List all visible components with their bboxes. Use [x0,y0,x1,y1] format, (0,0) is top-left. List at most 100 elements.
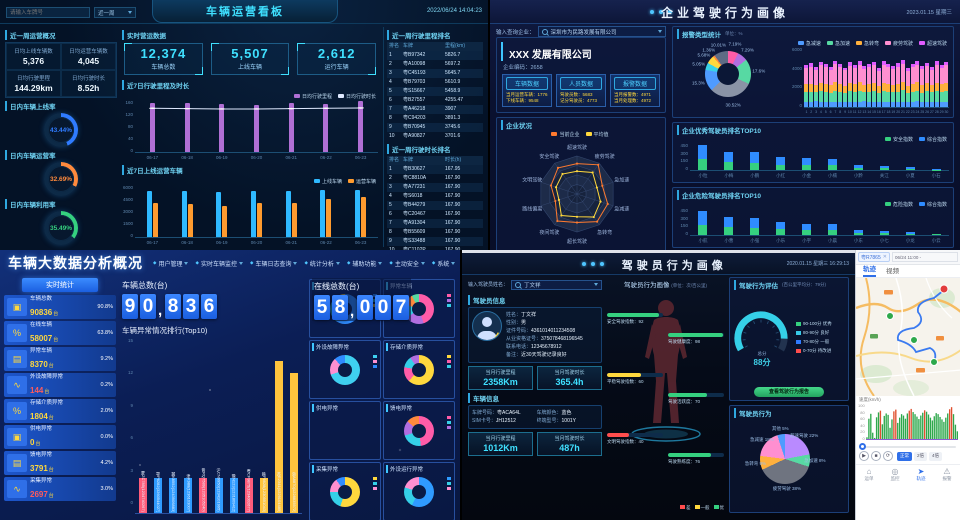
mileage-bar-chart: 日均行驶里程 日均行驶时长 160 120 80 40 0 06-17 06-18 06-19 06… [122,92,379,162]
nav-item[interactable]: ◆ 统计分析 [304,259,340,268]
bar-group: 小七 [871,208,898,245]
digit-tile: 9 [122,294,138,319]
search-icon [541,28,548,35]
chart-legend: 急减速 急加速 急转弯 疲劳驾驶 超速驾驶 [791,39,949,47]
speed-button-2倍[interactable]: 2倍 [914,451,928,461]
tab-视频[interactable]: 视频 [886,268,899,275]
track-video-tabs: 轨迹 视频 [856,265,960,278]
p5-header: 粤R7865 ✕ 06/24 11:00 - [856,250,960,265]
refresh-button[interactable]: ⟳ [883,451,893,461]
nav-item[interactable]: ◆ 辅助功能 [347,259,383,268]
top-good-drivers-panel: 企业优秀驾驶员排名TOP10 安全指数 综合指数 450 300 150 0 小粒 小梅 小鹏小… [672,122,954,183]
tab-轨迹[interactable]: 轨迹 [863,263,876,277]
pulse-icon: ∿ [7,376,27,394]
play-button[interactable]: ▶ [859,451,869,461]
donut-panel: 外设运行异常 [383,462,455,520]
info-field: 车牌号码： 粤ACA64L [472,410,521,416]
stat-box: 当月行驶里程 2358Km [468,366,533,390]
date-range-select[interactable]: 近一周 [94,7,136,18]
chevron-down-icon [335,261,340,265]
kpi-card: 2,612 运行车辆 [297,43,377,75]
company-data-tab[interactable]: 人员数据 驾驶员数：5683 记分驾驶员：4773 [556,74,606,107]
datetime: 2020.01.15 星期三 16:29:13 [786,261,849,267]
digit-tile: 0 [357,295,373,320]
digit-tile: 8 [165,294,181,319]
playback-slider[interactable] [856,443,960,450]
info-field: 证件号码： 4361014011234508 [506,328,576,334]
bar-group: 7 [832,47,838,117]
close-icon[interactable]: ✕ [882,254,887,260]
stop-button[interactable]: ■ [871,451,881,461]
week-stat: 日均运营车辆数 4,045 [61,43,116,70]
company-name: XXX 发展有限公司 [501,42,665,61]
donut-chart [705,51,751,97]
panel-enterprise-driving-portrait: 企业驾驶行为画像 2023.01.15 星期三 输入查询企业： 深圳市为民路发展… [490,0,960,250]
company-search-select[interactable]: 深圳市为民路发展有限公司 [537,26,666,37]
bus-icon: ▣ [7,428,27,446]
slice-label: 急减速 18% [749,436,774,442]
bar-group: 粤CF9875(1234002677) [244,468,253,513]
nav-item[interactable]: ◆ 主动安全 [389,259,425,268]
donut-panel: 供电异常 [309,401,381,460]
bar-group: 小黔 [845,143,872,180]
view-report-button[interactable]: 查看驾驶行为报告 [754,386,824,397]
portrait-metric: 平稳驾驶指数：60 [607,373,663,385]
slice-label: 疲劳驾驶 38% [772,485,802,491]
nav-item[interactable]: ◆ 实时车辆监控 [195,259,243,268]
info-field: 备注： 近30天驾驶记录良好 [506,352,567,358]
donut-chart [404,355,434,385]
stat-box: 当月行驶里程 1012Km [468,432,533,456]
svg-text:路线偏离: 路线偏离 [522,206,542,213]
table-row: 7 粤A46218 3907 [387,105,483,114]
slider-handle[interactable] [859,443,866,450]
table-row: 3 粤C45193 5645.7 [387,69,483,78]
bar-group: 30 [944,47,949,117]
nav-item[interactable]: ◆ 系统 [432,259,456,268]
speed-button-正常[interactable]: 正常 [897,451,912,461]
evaluation-title: 驾驶行为评估 [734,280,778,290]
top-nav: ◆用户管理◆实时车辆监控◆车辆日志查询◆统计分析◆辅助功能◆主动安全◆系统◆版本… [153,259,460,268]
bottomnav-route[interactable]: ➤ 轨迹 [912,467,930,482]
portrait-metric: 驾驶熟练度：76 [668,453,724,465]
date-range-field[interactable]: 06/24 11:00 - [891,252,958,262]
p2-header: 企业驾驶行为画像 2023.01.15 星期三 [490,0,960,24]
map[interactable] [856,277,960,397]
realtime-stats-button[interactable]: 实时统计 [22,278,98,292]
table-row: 8 粤B55609 167.90 [389,229,461,235]
bar-group: 06-20 [239,185,274,247]
p4-left-column: 输入驾驶员姓名： 丁文祥 驾驶员信息 姓名： 丁文祥 性别：男证件号码： 436101… [468,277,602,513]
driver-search-select[interactable]: 丁文祥 [511,279,602,290]
panel-vehicle-bigdata-overview: 车辆大数据分析概况 ◆ 用户管理 ◆ 实时车辆监控 ◆ 车辆日志查询 ◆ 统计分析 ◆ 辅助功能 ◆… [0,250,460,520]
plate-search-input[interactable] [6,7,90,18]
top-bad-bar-chart: 危险指数 综合指数 450 300 150 0 小航 小曹 小强 小乐 小宇 小晨 小东 小七 小龙 小云 [673,200,953,247]
p3-right-column: 车辆总数异常车辆外设故障异常存储介质异常供电异常馈电异常采集异常外设运行异常 在… [308,278,456,520]
bar-group: 小曹 [715,208,742,245]
table-row: 5 粤B44279 167.90 [387,201,483,210]
bottomnav-monitor[interactable]: ◎ 监控 [886,467,904,482]
driver-search-value: 丁文祥 [524,282,541,289]
bar-group: 06-21 [273,100,309,162]
company-data-tab[interactable]: 车辆数据 当月运营车辆：1776 下线车辆：9548 [502,74,552,107]
bottomnav-alarm[interactable]: ⚠ 报警 [938,467,956,482]
nav-item[interactable]: ◆ 车辆日志查询 [250,259,298,268]
plate-tag[interactable]: 粤R7865 ✕ [858,252,890,262]
p3-left-column: 实时统计 ▣ 车辆总数 90836台 90.8%% 在线车辆 58007台 63.8% ▤ 异常… [4,278,116,514]
company-data-tab[interactable]: 报警数据 当月报警数：4971 当月处理数：4972 [610,74,660,107]
decor-dots-icon [650,10,672,14]
week-stat: 日均行驶里程 144.29km [6,70,61,97]
nav-item[interactable]: ◆ 用户管理 [153,259,189,268]
week-stat: 日均上线车辆数 5,376 [6,43,61,70]
digit-tile: 7 [393,295,409,320]
bottomnav-home[interactable]: ⌂ 运单 [860,467,878,482]
stat-tile: ∿ 采集异常 2697台 3.0% [4,477,116,501]
alarm-type-panel: 报警类型统计 单位：% 7.19% 7.29% 17.6% 30.52% 15.3% 5.… [672,26,954,118]
speed-button-4倍[interactable]: 4倍 [929,451,943,461]
bus-icon: ▣ [7,298,27,316]
slice-label: 急转弯 9% [744,460,766,466]
bar-group: 豫N123(1231809412) [229,473,238,513]
vehicle-stat-boxes: 当月行驶里程 1012Km 当月驾驶时长 487h [468,432,602,456]
speed-axis-label: 速度(km/h) [859,397,881,402]
